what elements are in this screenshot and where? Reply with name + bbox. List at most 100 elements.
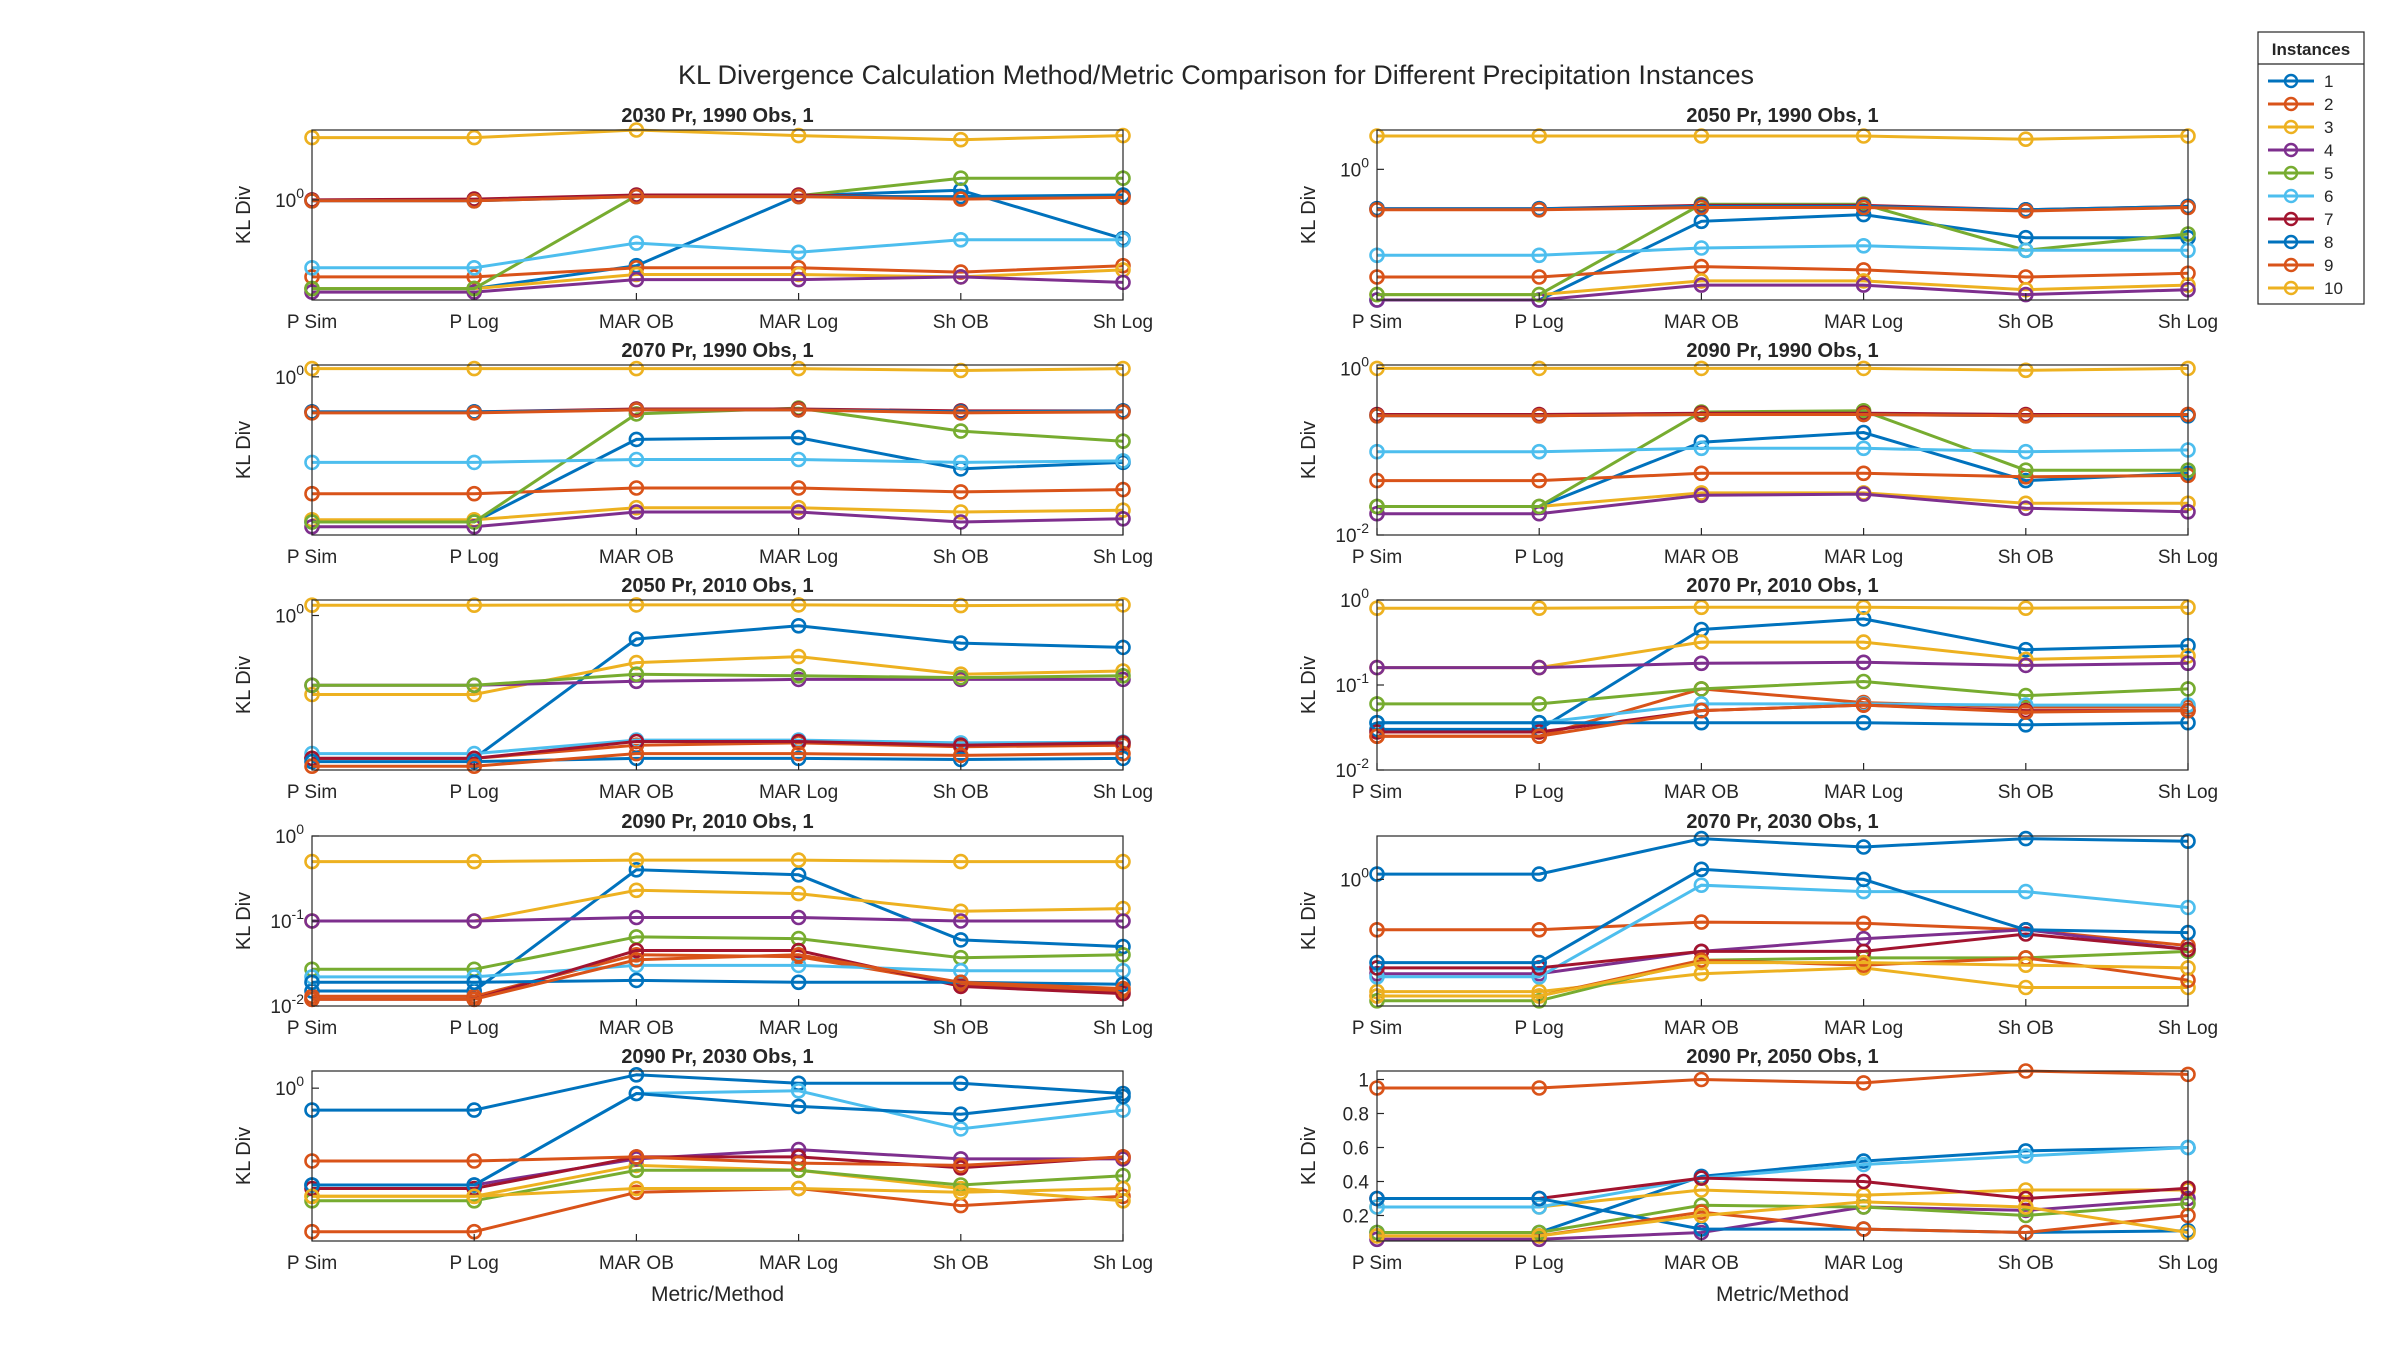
- data-point-9-5: [2018, 704, 2034, 720]
- data-point-9-5: [952, 1157, 969, 1174]
- data-point-3-3: [1693, 634, 1710, 650]
- data-point-5-5: [952, 423, 969, 439]
- data-point-8-5: [2018, 921, 2034, 938]
- x-tick-label: P Log: [1515, 1253, 1564, 1274]
- data-point-1-3: [628, 1067, 645, 1083]
- y-axis-label: KL Div: [1298, 892, 1320, 950]
- data-point-9-2: [466, 1153, 483, 1169]
- legend-swatch-marker: [2283, 280, 2299, 296]
- data-point-10-3: [628, 360, 645, 377]
- x-tick-label: MAR Log: [1824, 1253, 1903, 1274]
- series-line-6: [1377, 883, 2189, 979]
- data-point-9-3: [1693, 199, 1710, 216]
- data-point-6-2: [1531, 1199, 1547, 1215]
- data-point-10-2: [466, 597, 483, 614]
- data-point-5-2: [1531, 498, 1547, 515]
- data-point-8-4: [1855, 871, 1872, 888]
- legend-swatch-marker: [2283, 211, 2299, 227]
- x-tick-label: P Log: [1515, 782, 1564, 803]
- y-axis-label: KL Div: [233, 186, 255, 244]
- series-line-7: [1377, 932, 2189, 970]
- series-line-7: [312, 740, 1124, 760]
- series-line-9: [1377, 206, 2189, 213]
- series-line-8: [1377, 721, 2189, 727]
- data-point-8-3: [628, 972, 645, 989]
- data-point-1-2: [466, 1102, 483, 1118]
- data-point-6-3: [1693, 240, 1710, 256]
- data-point-6-4: [1855, 440, 1872, 457]
- data-point-6-2: [466, 454, 483, 471]
- data-point-5-2: [466, 677, 483, 694]
- data-point-10-4: [1855, 1194, 1872, 1210]
- data-point-4-5: [952, 913, 969, 929]
- series-line-5: [1377, 949, 2189, 1003]
- series-line-5: [1377, 409, 2188, 508]
- data-point-5-3: [1693, 681, 1710, 697]
- y-axis-label: KL Div: [1298, 186, 1320, 244]
- series-line-7: [1377, 1176, 2189, 1201]
- chart-panel-8: P Sim P Log MAR OB MAR Log Sh OB Sh Log 100 207…: [1298, 811, 2218, 1039]
- data-point-9-2: [466, 193, 483, 209]
- data-point-1-4: [1855, 611, 1872, 627]
- data-point-1-4: [790, 429, 807, 446]
- data-point-1-4: [1855, 839, 1872, 855]
- data-point-6-5: [2018, 1148, 2034, 1164]
- data-point-5-4: [790, 667, 807, 684]
- data-point-6-5: [952, 232, 969, 248]
- data-point-1-4: [790, 866, 807, 883]
- legend-entry-label: 8: [2324, 233, 2333, 252]
- series-line-6: [1377, 1146, 2189, 1209]
- data-point-9-2: [1531, 202, 1547, 218]
- data-point-10-4: [1855, 360, 1872, 377]
- y-axis-label: KL Div: [1298, 656, 1320, 714]
- series-line-8: [1377, 867, 2189, 965]
- data-point-9-4: [1855, 199, 1872, 216]
- data-point-3-4: [790, 885, 807, 902]
- data-point-9-3: [628, 188, 645, 205]
- axes-box: [311, 599, 1124, 771]
- data-point-10-5: [952, 362, 969, 379]
- data-point-9-5: [952, 405, 969, 421]
- y-tick-label: 100: [1340, 864, 1369, 891]
- series-line-9: [312, 195, 1124, 203]
- data-point-8-2: [466, 974, 483, 991]
- x-tick-label: MAR Log: [1824, 782, 1903, 803]
- data-point-10-2: [466, 1188, 483, 1205]
- data-point-3-2: [1531, 983, 1547, 1000]
- chart-panel-4: P Sim P Log MAR OB MAR Log Sh OB Sh Log 10-2 10…: [1298, 340, 2218, 568]
- y-tick-label: 1: [1358, 1071, 1369, 1092]
- x-tick-label: Sh OB: [933, 547, 989, 568]
- series-line-1: [1377, 837, 2189, 876]
- legend-swatch-marker: [2283, 119, 2299, 135]
- data-point-7-3: [1693, 1170, 1710, 1186]
- data-point-4-3: [628, 909, 645, 926]
- x-tick-label: P Sim: [287, 312, 337, 333]
- data-point-4-3: [1693, 487, 1710, 504]
- y-tick-label: 100: [275, 821, 304, 848]
- data-point-2-2: [1531, 269, 1547, 285]
- data-point-8-3: [1693, 861, 1710, 878]
- data-point-10-3: [628, 597, 645, 613]
- series-line-8: [312, 756, 1124, 764]
- data-point-6-2: [1531, 247, 1547, 264]
- data-point-6-2: [466, 259, 483, 276]
- y-axis-label: KL Div: [1298, 421, 1320, 479]
- data-point-8-4: [1855, 714, 1872, 731]
- series-line-10: [312, 1187, 1124, 1198]
- data-point-7-3: [1693, 943, 1710, 960]
- data-point-10-2: [1531, 600, 1547, 617]
- series-line-9: [312, 408, 1124, 415]
- axes-box: [1376, 835, 2189, 1007]
- data-point-10-4: [790, 127, 807, 144]
- chart-title: 2090 Pr, 1990 Obs, 1: [1686, 340, 1878, 362]
- data-point-9-2: [466, 405, 483, 421]
- data-point-1-3: [628, 431, 645, 448]
- data-point-9-4: [790, 188, 807, 205]
- legend-swatch-marker: [2283, 257, 2299, 273]
- data-point-9-3: [1693, 702, 1710, 719]
- data-point-2-2: [466, 485, 483, 502]
- data-point-8-2: [466, 1177, 483, 1193]
- y-axis-label: KL Div: [1298, 1127, 1320, 1185]
- series-line-1: [312, 436, 1124, 524]
- data-point-3-3: [628, 654, 645, 671]
